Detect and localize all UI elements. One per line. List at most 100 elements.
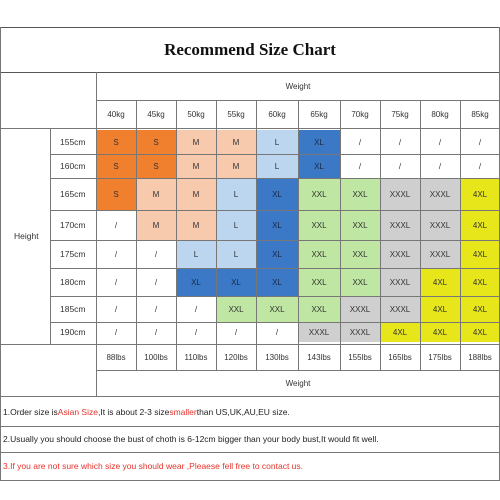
grid-line (298, 100, 299, 128)
size-cell: L (216, 178, 256, 210)
grid-line (216, 100, 217, 128)
grid-line (380, 128, 381, 344)
size-cell: XXL (298, 240, 340, 268)
size-cell: L (216, 240, 256, 268)
grid-line (340, 128, 341, 344)
size-cell: / (96, 210, 136, 240)
size-cell: XXL (340, 240, 380, 268)
grid-line (50, 210, 500, 211)
grid-line (420, 344, 421, 370)
size-cell: XXL (216, 296, 256, 322)
size-cell: L (256, 154, 298, 178)
grid-line (420, 128, 421, 344)
size-cell: / (340, 154, 380, 178)
grid-line (176, 100, 177, 128)
size-cell: M (216, 154, 256, 178)
size-cell: 4XL (460, 210, 500, 240)
grid-line (340, 344, 341, 370)
size-cell: XXL (298, 268, 340, 296)
size-cell: XXL (298, 210, 340, 240)
note-bust-advice: 2.Usually you should choose the bust of … (3, 434, 379, 444)
size-cell: 4XL (460, 178, 500, 210)
weight-header-top: Weight (285, 81, 311, 91)
size-cell: 4XL (380, 322, 420, 342)
weight-kg-label: 45kg (147, 109, 165, 119)
grid-line (0, 128, 500, 129)
weight-lbs-label: 130lbs (265, 352, 289, 362)
chart-title: Recommend Size Chart (0, 27, 500, 73)
grid-line (136, 128, 137, 344)
grid-line (0, 452, 500, 453)
size-cell: / (460, 154, 500, 178)
size-cell: M (176, 154, 216, 178)
grid-line (96, 72, 97, 396)
size-cell: / (460, 130, 500, 154)
size-cell: XXXL (420, 178, 460, 210)
size-cell: XXXL (420, 240, 460, 268)
grid-line (50, 128, 51, 344)
size-cell: M (136, 178, 176, 210)
grid-line (420, 100, 421, 128)
grid-line (136, 344, 137, 370)
size-cell: / (420, 154, 460, 178)
size-cell: / (96, 268, 136, 296)
grid-line (256, 128, 257, 344)
grid-line (176, 128, 177, 344)
size-cell: L (256, 130, 298, 154)
size-cell: / (96, 322, 136, 342)
weight-kg-label: 50kg (187, 109, 205, 119)
size-cell: XL (256, 240, 298, 268)
size-cell: XL (256, 178, 298, 210)
size-cell: / (216, 322, 256, 342)
grid-line (50, 240, 500, 241)
note1-part-e: than US,UK,AU,EU size. (196, 407, 290, 417)
size-cell: 4XL (420, 296, 460, 322)
size-cell: M (136, 210, 176, 240)
note1-part-a: 1.Order size is (3, 407, 58, 417)
grid-line (298, 128, 299, 344)
grid-line (216, 344, 217, 370)
note1-part-c: ,It is about 2-3 size (97, 407, 170, 417)
size-cell: / (380, 130, 420, 154)
grid-line (216, 128, 217, 344)
size-cell: M (176, 130, 216, 154)
size-cell: XXXL (380, 210, 420, 240)
size-cell: 4XL (460, 322, 500, 342)
weight-kg-label: 60kg (268, 109, 286, 119)
height-label: 160cm (60, 161, 86, 171)
size-cell: 4XL (460, 296, 500, 322)
height-label: 190cm (60, 327, 86, 337)
size-cell: / (96, 240, 136, 268)
grid-line (256, 344, 257, 370)
weight-kg-label: 70kg (351, 109, 369, 119)
size-cell: XXXL (380, 296, 420, 322)
grid-line (50, 268, 500, 269)
size-cell: / (380, 154, 420, 178)
note1-smaller: smaller (169, 407, 197, 417)
grid-line (176, 344, 177, 370)
size-cell: XXXL (340, 322, 380, 342)
size-cell: / (136, 268, 176, 296)
weight-kg-label: 65kg (310, 109, 328, 119)
weight-lbs-label: 165lbs (388, 352, 412, 362)
note1-asian-size: Asian Size (57, 407, 98, 417)
weight-kg-label: 85kg (471, 109, 489, 119)
size-cell: / (96, 296, 136, 322)
size-cell: XL (298, 154, 340, 178)
size-cell: XXXL (380, 178, 420, 210)
size-cell: M (176, 178, 216, 210)
grid-line (50, 296, 500, 297)
size-cell: 4XL (420, 322, 460, 342)
grid-line (0, 426, 500, 427)
weight-kg-label: 40kg (107, 109, 125, 119)
height-label: 185cm (60, 304, 86, 314)
size-cell: / (256, 322, 298, 342)
weight-lbs-label: 175lbs (428, 352, 452, 362)
size-cell: L (176, 240, 216, 268)
grid-line (136, 100, 137, 128)
size-cell: XXL (298, 178, 340, 210)
grid-line (298, 344, 299, 370)
size-cell: XXL (340, 178, 380, 210)
size-cell: S (96, 130, 136, 154)
height-label: 170cm (60, 220, 86, 230)
